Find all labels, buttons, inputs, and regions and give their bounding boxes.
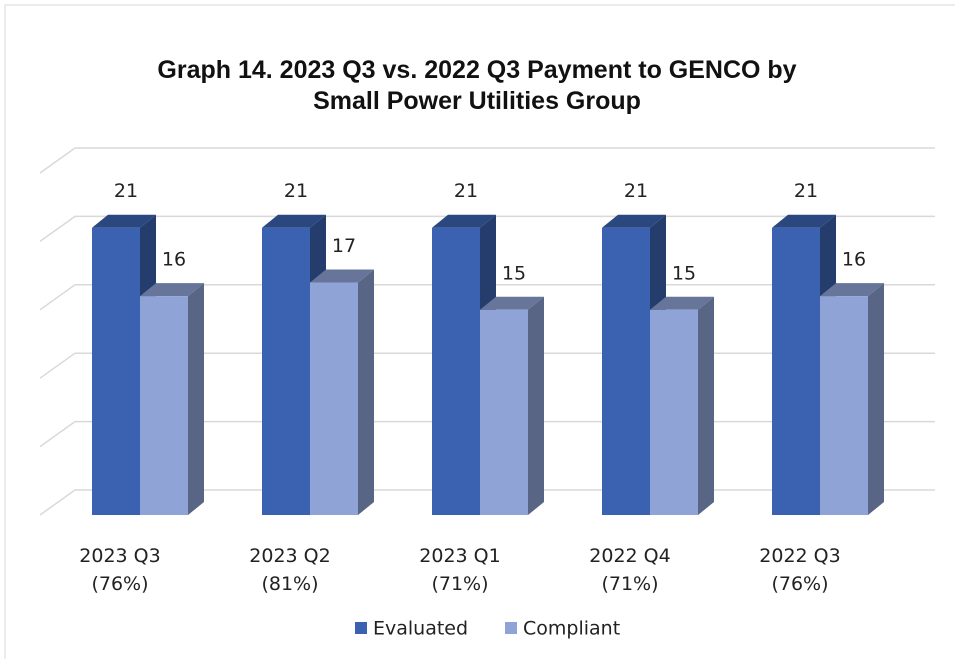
bar-top xyxy=(772,214,836,228)
x-tick-label: 2023 Q1 (71%) xyxy=(419,545,501,595)
legend-swatch xyxy=(505,622,517,634)
bar-side xyxy=(528,296,544,515)
bar-side xyxy=(698,296,714,515)
data-label: 15 xyxy=(502,262,526,284)
bar-side xyxy=(868,283,884,515)
data-label: 21 xyxy=(284,180,308,202)
x-tick-label: 2023 Q3 (76%) xyxy=(79,545,161,595)
bar-top xyxy=(262,214,326,228)
x-tick-label: 2022 Q4 (71%) xyxy=(589,545,671,595)
bar-front xyxy=(602,227,650,515)
grid-line xyxy=(39,147,935,174)
bar xyxy=(650,296,714,515)
bar xyxy=(820,283,884,515)
legend-label: Evaluated xyxy=(373,618,468,640)
bar-front xyxy=(140,296,188,515)
bar-front xyxy=(772,227,820,515)
x-tick-label: 2023 Q2 (81%) xyxy=(249,545,331,595)
bar-front xyxy=(820,296,868,515)
bar-front xyxy=(92,227,140,515)
chart-title: Graph 14. 2023 Q3 vs. 2022 Q3 Payment to… xyxy=(157,56,797,115)
bar-front xyxy=(262,227,310,515)
data-label: 21 xyxy=(624,180,648,202)
data-label: 21 xyxy=(114,180,138,202)
data-label: 15 xyxy=(672,262,696,284)
bar xyxy=(92,214,156,515)
data-label: 17 xyxy=(332,235,356,257)
data-label: 16 xyxy=(162,249,186,271)
bar-top xyxy=(650,296,714,310)
x-tick-label: 2022 Q3 (76%) xyxy=(759,545,841,595)
legend-swatch xyxy=(355,622,367,634)
bar-top xyxy=(480,296,544,310)
data-label: 21 xyxy=(794,180,818,202)
legend-label: Compliant xyxy=(523,618,620,640)
data-label: 16 xyxy=(842,249,866,271)
bar-front xyxy=(432,227,480,515)
bar-top xyxy=(140,283,204,297)
bar-top xyxy=(310,269,374,283)
bar-top xyxy=(602,214,666,228)
bar xyxy=(480,296,544,515)
bar-top xyxy=(432,214,496,228)
bar-top xyxy=(820,283,884,297)
bar-top xyxy=(92,214,156,228)
bar xyxy=(310,269,374,515)
bar-front xyxy=(480,309,528,515)
data-label: 21 xyxy=(454,180,478,202)
bar-front xyxy=(310,282,358,515)
bar-side xyxy=(188,283,204,515)
bar-front xyxy=(650,309,698,515)
bar xyxy=(140,283,204,515)
bar-side xyxy=(358,269,374,515)
chart-border xyxy=(4,4,955,659)
